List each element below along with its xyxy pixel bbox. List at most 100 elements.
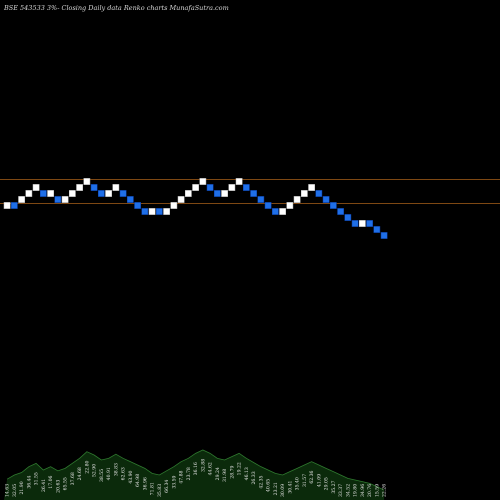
volume-fill xyxy=(4,450,385,500)
volume-area xyxy=(4,449,385,500)
volume-label: 41.09 xyxy=(316,474,322,487)
volume-label: 28.79 xyxy=(229,465,235,478)
renko-brick-up xyxy=(192,184,199,191)
renko-brick-up xyxy=(301,190,308,197)
renko-brick-down xyxy=(206,184,214,191)
volume-label: 36.96 xyxy=(142,477,148,490)
renko-brick-up xyxy=(25,190,33,197)
renko-brick-up xyxy=(47,190,54,197)
volume-label: 40.91 xyxy=(106,467,112,480)
volume-label: 34.96 xyxy=(360,484,366,497)
volume-label: 38.83 xyxy=(113,463,119,476)
volume-label: 36.16 xyxy=(193,462,199,475)
renko-brick-down xyxy=(344,214,352,221)
renko-brick-up xyxy=(163,208,170,215)
volume-label: 35.40 xyxy=(295,477,301,490)
renko-brick-down xyxy=(264,202,272,209)
renko-brick-up xyxy=(199,178,207,185)
renko-bricks xyxy=(3,178,388,239)
volume-label: 15.59 xyxy=(374,484,380,497)
renko-brick-up xyxy=(69,190,76,197)
renko-brick-up xyxy=(359,220,366,227)
renko-brick-up xyxy=(221,190,228,197)
volume-label: 23.78 xyxy=(186,467,192,480)
renko-brick-down xyxy=(351,220,359,227)
volume-edge xyxy=(6,449,385,491)
renko-brick-down xyxy=(214,190,221,197)
renko-brick-down xyxy=(366,220,373,227)
volume-label: 31.55 xyxy=(34,472,40,485)
volume-label: 71.81 xyxy=(150,482,156,495)
renko-brick-up xyxy=(61,196,69,203)
volume-label: 31.98 xyxy=(222,469,228,482)
renko-brick-down xyxy=(141,208,149,215)
volume-label: 22.26 xyxy=(382,484,388,497)
volume-label: 62.36 xyxy=(309,470,315,483)
renko-brick-up xyxy=(170,202,178,209)
renko-brick-up xyxy=(148,208,156,215)
renko-brick-up xyxy=(235,178,243,185)
renko-brick-down xyxy=(156,208,163,215)
volume-label: 33.37 xyxy=(338,484,344,497)
renko-brick-up xyxy=(279,208,286,215)
volume-label: 32.05 xyxy=(12,484,18,497)
renko-brick-down xyxy=(54,196,62,203)
volume-label: 20.76 xyxy=(367,484,373,497)
volume-label: 37.68 xyxy=(70,472,76,485)
volume-label: 14.63 xyxy=(5,484,11,497)
renko-brick-down xyxy=(322,196,330,203)
renko-brick-up xyxy=(83,178,91,185)
renko-brick-down xyxy=(272,208,279,215)
renko-brick-up xyxy=(3,202,11,209)
volume-label: 24.68 xyxy=(77,467,83,480)
volume-label: 19.22 xyxy=(237,462,243,475)
volume-label: 40.65 xyxy=(266,479,272,492)
renko-brick-down xyxy=(119,190,127,197)
renko-brick-up xyxy=(286,202,294,209)
renko-brick-down xyxy=(243,184,250,191)
renko-brick-down xyxy=(380,232,388,239)
renko-brick-up xyxy=(228,184,236,191)
renko-brick-down xyxy=(250,190,257,197)
renko-brick-up xyxy=(308,184,315,191)
volume-label: 30.09 xyxy=(280,484,286,497)
volume-label: 35.83 xyxy=(157,484,163,497)
volume-label: 26.41 xyxy=(41,479,47,492)
volume-label: 44.62 xyxy=(208,462,214,475)
renko-brick-down xyxy=(127,196,134,203)
volume-label: 20.63 xyxy=(55,480,61,493)
volume-label: 29.24 xyxy=(215,467,221,480)
volume-label: 22.80 xyxy=(84,460,90,473)
renko-brick-down xyxy=(90,184,98,191)
renko-brick-up xyxy=(185,190,192,197)
volume-label: 32.88 xyxy=(200,459,206,472)
renko-brick-up xyxy=(32,184,40,191)
volume-label: 38.55 xyxy=(99,469,105,482)
volume-label: 23.21 xyxy=(273,482,279,495)
volume-label: 65.55 xyxy=(63,477,69,490)
renko-brick-up xyxy=(105,190,112,197)
volume-label: 66.34 xyxy=(164,480,170,493)
volume-label: 46.13 xyxy=(244,467,250,480)
volume-label: 43.90 xyxy=(128,470,134,483)
renko-brick-down xyxy=(134,202,141,209)
volume-label: 26.33 xyxy=(251,471,257,484)
volume-label: 31.57 xyxy=(302,474,308,487)
volume-label: 42.35 xyxy=(258,475,264,488)
renko-brick-up xyxy=(76,184,83,191)
renko-brick-down xyxy=(40,190,47,197)
volume-label: 17.06 xyxy=(48,475,54,488)
renko-brick-down xyxy=(373,226,381,233)
renko-brick-down xyxy=(315,190,323,197)
volume-label: 30.41 xyxy=(287,480,293,493)
volume-label: 29.05 xyxy=(324,477,330,490)
reference-lines xyxy=(0,179,500,204)
volume-label: 52.90 xyxy=(92,464,98,477)
volume-label: 62.63 xyxy=(121,467,127,480)
renko-brick-up xyxy=(18,196,25,203)
volume-label: 64.98 xyxy=(135,474,141,487)
renko-brick-down xyxy=(98,190,105,197)
renko-brick-down xyxy=(337,208,344,215)
